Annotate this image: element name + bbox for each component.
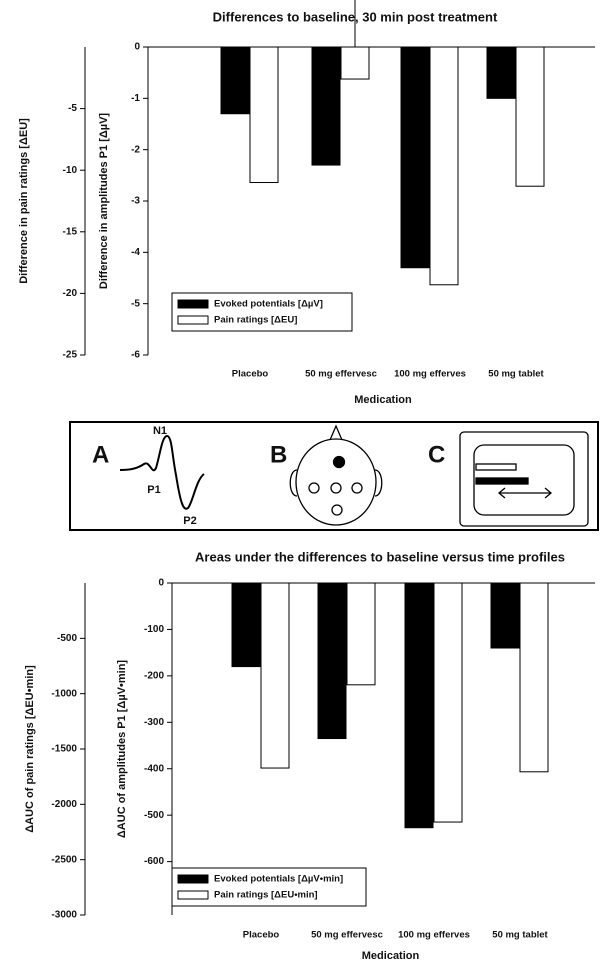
head (289, 424, 383, 526)
bar (433, 582, 463, 823)
head-outline (295, 438, 377, 526)
bar (340, 46, 370, 80)
bar (231, 582, 261, 668)
bar (311, 46, 341, 166)
electrode (332, 455, 346, 469)
rating-scale (459, 431, 589, 527)
y-tick-label: -200 (144, 671, 164, 682)
bar (220, 46, 250, 115)
legend-box (171, 292, 353, 332)
legend-swatch (177, 315, 209, 325)
ear (289, 469, 298, 497)
legend-swatch (177, 299, 209, 309)
scale-bar (475, 477, 529, 485)
legend-label: Evoked potentials [ΔµV•min] (214, 874, 343, 885)
electrode (330, 482, 342, 494)
y-tick-label: -300 (144, 717, 164, 728)
bar (519, 582, 549, 773)
y2-tick-label: -3000 (51, 910, 77, 921)
y2-tick-label: -2000 (51, 799, 77, 810)
y-tick-label: -600 (144, 856, 164, 867)
y-tick-label: -3 (131, 196, 140, 207)
y-tick-label: 0 (134, 42, 140, 53)
x-axis-label: Medication (362, 950, 420, 962)
y2-tick-label: -20 (63, 288, 78, 299)
y-axis-label: Difference in amplitudes P1 [ΔµV] (98, 113, 110, 290)
wave-label: P2 (183, 515, 196, 527)
bar (249, 46, 279, 184)
legend-swatch (177, 874, 209, 884)
x-tick-label: Placebo (243, 930, 280, 941)
x-tick-label: 100 mg efferves (398, 930, 470, 941)
bar (515, 46, 545, 187)
ear (374, 469, 383, 497)
y-tick-label: -500 (144, 810, 164, 821)
panel-letter: A (92, 441, 109, 468)
y2-tick-label: -2500 (51, 854, 77, 865)
y2-tick-label: -5 (68, 103, 77, 114)
bar (317, 582, 347, 740)
x-tick-label: 50 mg tablet (492, 930, 548, 941)
x-tick-label: 50 mg effervesc (305, 369, 377, 380)
bar (490, 582, 520, 649)
bar (400, 46, 430, 269)
x-tick-label: 100 mg efferves (394, 369, 466, 380)
y-tick-label: -5 (131, 298, 140, 309)
bar (346, 582, 376, 686)
y2-axis-label: Difference in pain ratings [ΔEU] (18, 118, 30, 284)
scale-bar (475, 463, 517, 471)
bar (486, 46, 516, 99)
y2-tick-label: -1500 (51, 744, 77, 755)
y2-tick-label: -25 (63, 350, 78, 361)
y-tick-label: -400 (144, 763, 164, 774)
electrode (308, 482, 320, 494)
arrow-heads (497, 487, 553, 499)
screen-frame (459, 431, 589, 527)
wave-label: P1 (147, 484, 160, 496)
chart-title: Areas under the differences to baseline … (195, 549, 565, 564)
y2-tick-label: -500 (57, 633, 77, 644)
legend-box (171, 867, 367, 907)
panel-letter: B (270, 441, 287, 468)
y2-axis-label: ΔAUC of pain ratings [ΔEU•min] (24, 665, 36, 833)
x-tick-label: 50 mg effervesc (311, 930, 383, 941)
y2-tick-label: -15 (63, 226, 78, 237)
x-tick-label: Placebo (232, 369, 269, 380)
y-tick-label: -4 (131, 247, 140, 258)
screen (473, 444, 575, 516)
x-axis-label: Medication (354, 394, 412, 406)
y-axis-label: ΔAUC of amplitudes P1 [ΔµV•min] (116, 660, 128, 839)
diagram: A N1 P1 P2 B C (69, 421, 599, 531)
legend-label: Pain ratings [ΔEU] (214, 315, 297, 326)
y-tick-label: -6 (131, 350, 140, 361)
panel-letter: C (428, 441, 445, 468)
bar (404, 582, 434, 829)
legend-swatch (177, 890, 209, 900)
wave-label: N1 (153, 425, 167, 437)
waveform (119, 434, 205, 510)
y-tick-label: -100 (144, 624, 164, 635)
y-tick-label: -2 (131, 144, 140, 155)
nose (329, 424, 343, 441)
y-tick-label: 0 (158, 578, 164, 589)
diagram-frame (69, 421, 599, 531)
electrode (331, 504, 343, 516)
legend-label: Pain ratings [ΔEU•min] (214, 890, 318, 901)
bar (429, 46, 459, 286)
y-tick-label: -1 (131, 93, 140, 104)
legend-label: Evoked potentials [ΔµV] (214, 299, 323, 310)
electrode (351, 482, 363, 494)
y2-tick-label: -10 (63, 165, 78, 176)
bar (260, 582, 290, 769)
y2-tick-label: -1000 (51, 688, 77, 699)
x-tick-label: 50 mg tablet (488, 369, 544, 380)
